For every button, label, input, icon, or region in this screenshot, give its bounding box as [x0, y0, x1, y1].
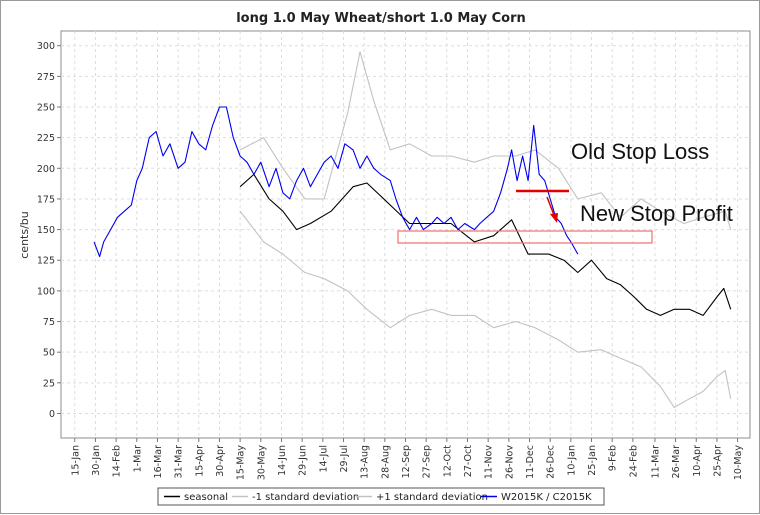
x-tick-label: 15-Apr: [194, 445, 205, 477]
x-tick-label: 10-Jan: [566, 445, 577, 476]
x-axis: 15-Jan 30-Jan 14-Feb 1-Mar 16-Mar 31-Mar 15-Ap…: [70, 438, 744, 480]
chart-title: long 1.0 May Wheat/short 1.0 May Corn: [236, 11, 526, 26]
x-tick-label: 9-Feb: [608, 445, 619, 471]
y-tick-label: 25: [43, 378, 55, 389]
x-tick-label: 1-Mar: [132, 445, 143, 472]
x-tick-label: 31-Mar: [174, 445, 185, 479]
old-stop-loss-label: Old Stop Loss: [571, 139, 709, 164]
x-tick-label: 29-Jun: [298, 445, 309, 476]
x-tick-label: 10-Apr: [692, 445, 703, 477]
x-tick-label: 12-Oct: [442, 445, 453, 477]
x-tick-label: 27-Oct: [463, 445, 474, 477]
series-line-4: [93, 106, 579, 258]
legend: seasonal -1 standard deviation +1 standard…: [157, 487, 605, 506]
y-tick-label: 225: [37, 133, 55, 144]
x-tick-label: 30-Jan: [91, 445, 102, 476]
x-tick-label: 25-Apr: [712, 445, 723, 477]
x-tick-label: 26-Mar: [671, 445, 682, 479]
x-tick-label: 14-Feb: [112, 445, 123, 477]
y-tick-label: 300: [37, 41, 55, 52]
x-tick-label: 10-May: [733, 445, 744, 481]
grid: [61, 31, 750, 438]
x-tick-label: 29-Jul: [339, 445, 350, 473]
y-axis-label: cents/bu: [18, 211, 31, 259]
x-tick-label: 14-Jul: [318, 445, 329, 473]
y-tick-label: 50: [43, 348, 55, 359]
stop-move-arrow: [546, 196, 555, 216]
y-tick-label: 250: [37, 103, 55, 114]
legend-label: seasonal: [184, 492, 228, 503]
stop-profit-box: [397, 230, 653, 244]
y-tick-label: 150: [37, 225, 55, 236]
annotation-layer: Old Stop Loss New Stop Profit: [397, 139, 733, 244]
x-tick-label: 24-Feb: [628, 445, 639, 477]
x-tick-label: 30-Apr: [215, 445, 226, 477]
legend-label: +1 standard deviation: [376, 492, 488, 503]
series-line-3: [239, 51, 732, 230]
new-stop-profit-label: New Stop Profit: [580, 201, 733, 226]
legend-box: [157, 487, 605, 506]
x-tick-label: 28-Aug: [380, 445, 391, 479]
x-tick-label: 26-Dec: [546, 445, 557, 479]
y-tick-label: 100: [37, 286, 55, 297]
series-line-2: [239, 210, 732, 408]
x-tick-label: 11-Mar: [650, 445, 661, 479]
series-line-1: [239, 173, 732, 316]
x-tick-label: 11-Nov: [484, 445, 495, 479]
x-tick-label: 13-Aug: [360, 445, 371, 479]
series-layer: [93, 51, 732, 408]
legend-label: W2015K / C2015K: [501, 492, 592, 503]
x-tick-label: 16-Mar: [153, 445, 164, 479]
x-tick-label: 15-Jan: [70, 445, 81, 476]
x-tick-label: 15-May: [236, 445, 247, 481]
y-tick-label: 175: [37, 194, 55, 205]
x-tick-label: 14-Jun: [277, 445, 288, 476]
legend-label: -1 standard deviation: [252, 492, 359, 503]
y-tick-label: 275: [37, 72, 55, 83]
y-tick-label: 0: [49, 409, 55, 420]
y-tick-label: 75: [43, 317, 55, 328]
x-tick-label: 11-Dec: [525, 445, 536, 479]
y-tick-label: 125: [37, 256, 55, 267]
x-tick-label: 27-Sep: [422, 445, 433, 478]
x-tick-label: 25-Jan: [587, 445, 598, 476]
x-tick-label: 26-Nov: [504, 445, 515, 479]
y-axis: 0 25 50 75 100 125 150 175 200 225 250 275 300: [37, 41, 61, 420]
y-tick-label: 200: [37, 164, 55, 175]
x-tick-label: 30-May: [256, 445, 267, 481]
arrow-head-icon: [550, 213, 558, 223]
x-tick-label: 12-Sep: [401, 445, 412, 478]
